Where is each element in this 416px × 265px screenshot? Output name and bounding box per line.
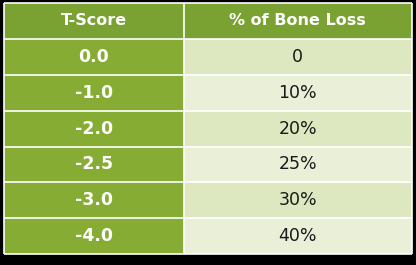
Bar [4,74,183,111]
Text: -2.0: -2.0 [75,120,113,138]
Text: 30%: 30% [278,191,317,209]
Text: 0: 0 [292,48,303,66]
Text: 25%: 25% [278,156,317,174]
Text: -4.0: -4.0 [75,227,113,245]
Text: 20%: 20% [278,120,317,138]
Bar [183,218,412,254]
Bar [183,74,412,111]
Bar [4,218,183,254]
Text: 0.0: 0.0 [79,48,109,66]
Bar [183,3,412,39]
Bar [4,3,183,39]
Text: -1.0: -1.0 [75,83,113,101]
Text: 40%: 40% [278,227,317,245]
Bar [4,39,183,74]
Bar [183,111,412,147]
Bar [183,147,412,183]
Text: -2.5: -2.5 [75,156,113,174]
Bar [4,183,183,218]
Bar [183,39,412,74]
Text: % of Bone Loss: % of Bone Loss [229,13,366,28]
Text: -3.0: -3.0 [75,191,113,209]
Text: 10%: 10% [278,83,317,101]
Bar [183,183,412,218]
Text: T-Score: T-Score [61,13,127,28]
Bar [4,147,183,183]
Bar [4,111,183,147]
